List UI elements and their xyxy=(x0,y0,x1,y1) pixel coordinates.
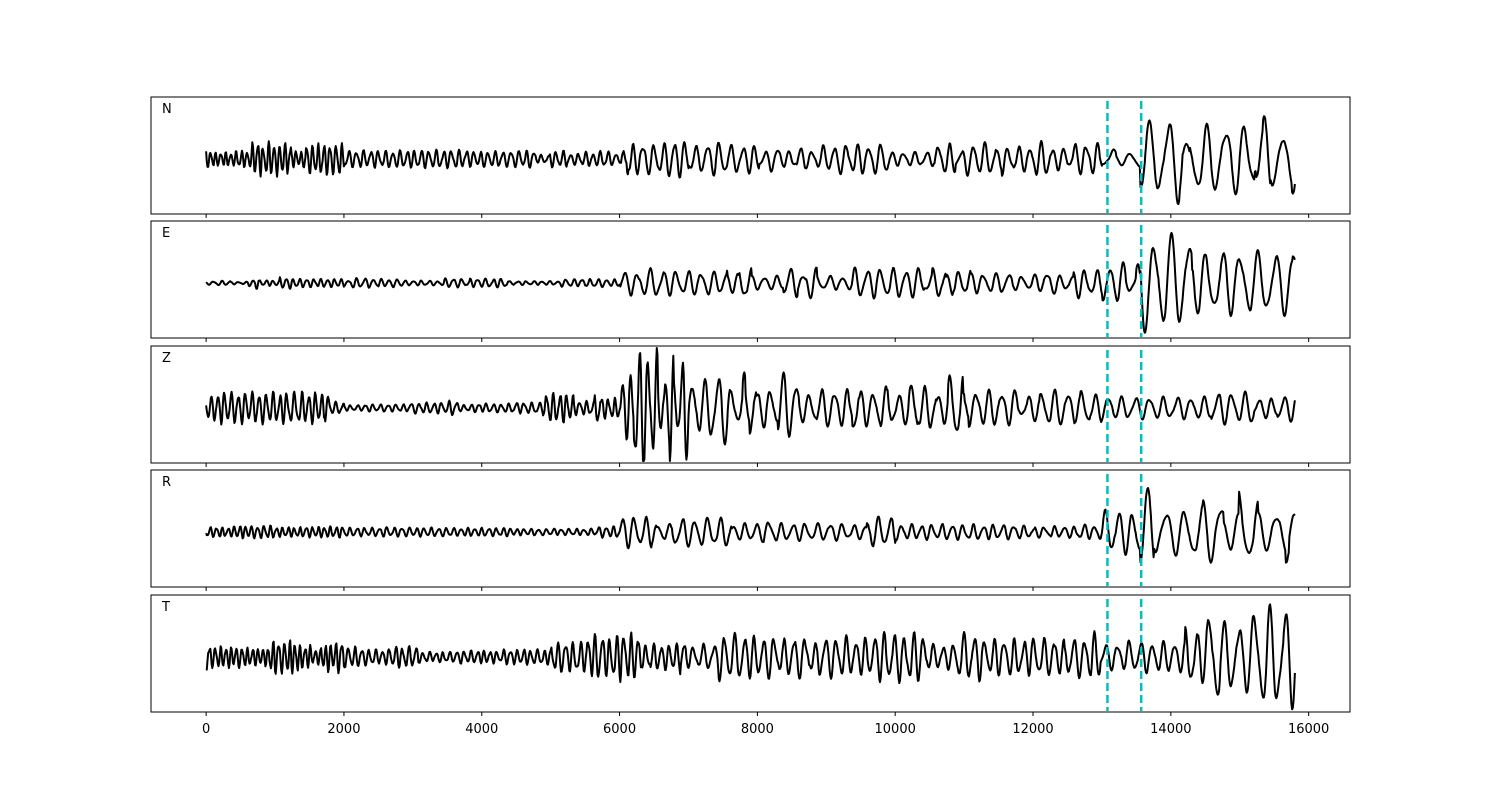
panel-frame xyxy=(150,594,1351,713)
x-tick-label: 8000 xyxy=(741,722,774,737)
panel-label: N xyxy=(162,102,172,117)
panel-r: R xyxy=(150,469,1351,591)
x-tick-label: 12000 xyxy=(1012,722,1053,737)
panel-e: E xyxy=(150,220,1351,342)
panel-frame xyxy=(150,469,1351,588)
panel-frame xyxy=(150,220,1351,339)
panel-t: T xyxy=(150,594,1351,716)
panel-label: E xyxy=(162,226,170,241)
waveform-trace-r xyxy=(205,487,1296,564)
panel-n: N xyxy=(150,96,1351,218)
x-tick-label: 16000 xyxy=(1288,722,1329,737)
panel-frame xyxy=(150,345,1351,464)
waveform-trace-n xyxy=(205,115,1296,205)
panel-label: T xyxy=(161,600,170,615)
x-tick-label: 14000 xyxy=(1150,722,1191,737)
x-tick-label: 2000 xyxy=(327,722,360,737)
waveform-trace-t xyxy=(205,603,1296,711)
x-tick-label: 4000 xyxy=(465,722,498,737)
panel-label: Z xyxy=(162,351,171,366)
x-tick-label: 10000 xyxy=(875,722,916,737)
panel-label: R xyxy=(162,475,171,490)
panel-frame xyxy=(150,96,1351,215)
waveform-trace-z xyxy=(205,347,1296,462)
panel-z: Z xyxy=(150,345,1351,467)
waveform-trace-e xyxy=(205,231,1296,334)
x-tick-label: 0 xyxy=(202,722,210,737)
x-tick-label: 6000 xyxy=(603,722,636,737)
